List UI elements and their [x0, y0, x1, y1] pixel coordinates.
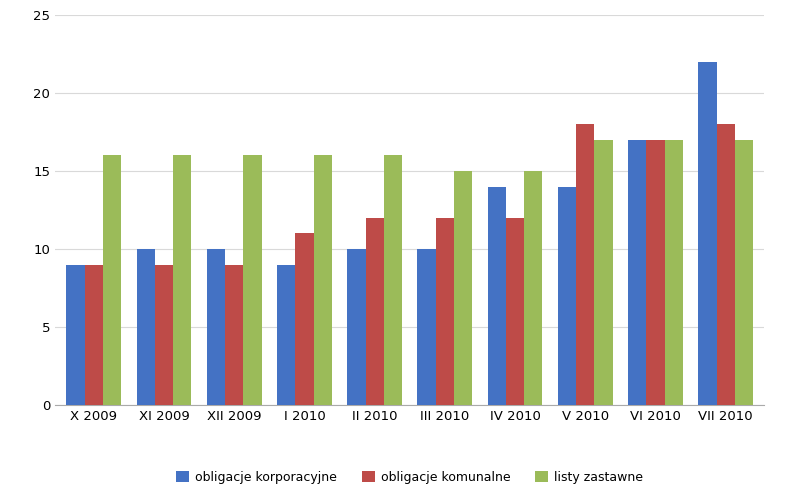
Bar [436, 218, 454, 405]
Bar [84, 265, 103, 405]
Bar [66, 265, 84, 405]
Bar [454, 171, 472, 405]
Bar [225, 265, 243, 405]
Bar [664, 140, 683, 405]
Bar [576, 124, 594, 405]
Bar [506, 218, 524, 405]
Bar [206, 249, 225, 405]
Bar [296, 233, 314, 405]
Bar [628, 140, 646, 405]
Bar [488, 187, 506, 405]
Bar [155, 265, 173, 405]
Bar [314, 155, 332, 405]
Bar [243, 155, 262, 405]
Bar [277, 265, 296, 405]
Bar [418, 249, 436, 405]
Bar [646, 140, 664, 405]
Bar [366, 218, 384, 405]
Bar [384, 155, 402, 405]
Legend: obligacje korporacyjne, obligacje komunalne, listy zastawne: obligacje korporacyjne, obligacje komuna… [171, 466, 649, 489]
Bar [716, 124, 735, 405]
Bar [558, 187, 576, 405]
Bar [524, 171, 542, 405]
Bar [103, 155, 121, 405]
Bar [735, 140, 753, 405]
Bar [136, 249, 155, 405]
Bar [594, 140, 613, 405]
Bar [348, 249, 366, 405]
Bar [698, 62, 716, 405]
Bar [173, 155, 191, 405]
